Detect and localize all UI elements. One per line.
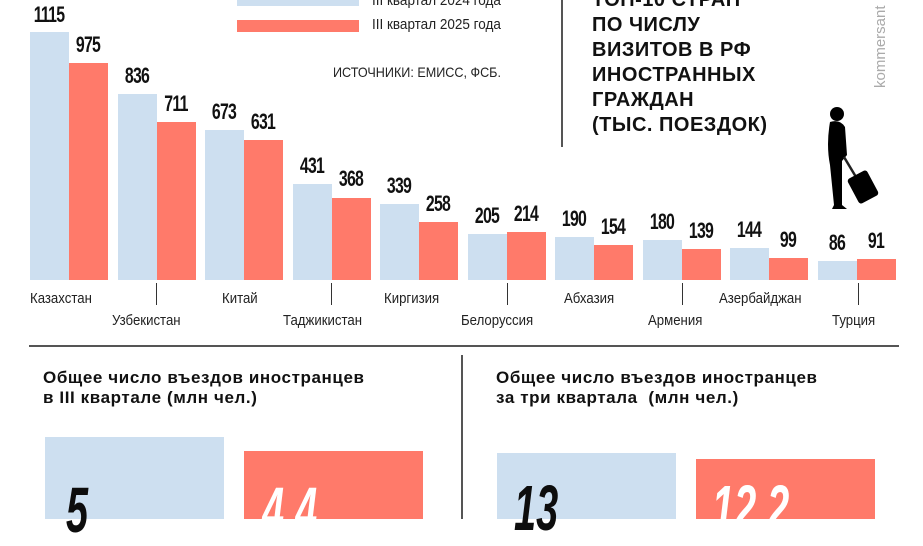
bar-2025-china [244, 140, 283, 280]
bar-2024-kyrgyzstan [380, 204, 419, 280]
bar-2025-belarus [507, 232, 546, 280]
value-2025-azerbaijan: 99 [779, 227, 797, 252]
value-2024-china: 673 [211, 99, 237, 124]
category-label-abkhazia: Абхазия [564, 290, 615, 307]
traveler-with-suitcase-icon [828, 107, 879, 209]
legend-swatch-2024 [237, 0, 359, 6]
value-2025-armenia: 139 [688, 218, 714, 243]
bar-2025-uzbekistan [157, 122, 196, 280]
value-2025-turkey: 91 [867, 228, 885, 253]
panel-9m-value-2024: 13 [514, 472, 559, 544]
value-2024-kyrgyzstan: 339 [386, 173, 412, 198]
bar-2024-china [205, 130, 244, 280]
bar-2025-azerbaijan [769, 258, 808, 280]
legend-swatch-2025 [237, 20, 359, 32]
section-divider [29, 345, 899, 347]
legend-label-2024: III квартал 2024 года [372, 0, 501, 9]
value-2024-abkhazia: 190 [561, 206, 587, 231]
category-tick-armenia [682, 283, 683, 305]
bar-2024-kazakhstan [30, 32, 69, 280]
bar-2024-belarus [468, 234, 507, 280]
bar-2025-turkey [857, 259, 896, 280]
category-label-azerbaijan: Азербайджан [719, 290, 802, 307]
category-label-armenia: Армения [648, 312, 703, 329]
value-2024-armenia: 180 [649, 209, 675, 234]
panel-q3-title: Общее число въездов иностранцев в III кв… [43, 368, 365, 407]
bar-2024-uzbekistan [118, 94, 157, 280]
bar-2025-armenia [682, 249, 721, 280]
bar-2024-armenia [643, 240, 682, 280]
bar-2024-tajikistan [293, 184, 332, 280]
chart-title: ТОП-10 СТРАН ПО ЧИСЛУ ВИЗИТОВ В РФ ИНОСТ… [592, 0, 768, 136]
value-2024-kazakhstan: 1115 [33, 2, 65, 27]
panel-9m-value-2025: 12,2 [712, 472, 790, 544]
bar-2025-abkhazia [594, 245, 633, 280]
bar-2025-kyrgyzstan [419, 222, 458, 280]
value-2024-turkey: 86 [828, 230, 846, 255]
panel-9m-title: Общее число въездов иностранцев за три к… [496, 368, 818, 407]
value-2024-uzbekistan: 836 [124, 63, 150, 88]
value-2025-tajikistan: 368 [338, 166, 364, 191]
bar-2025-tajikistan [332, 198, 371, 280]
value-2025-abkhazia: 154 [600, 214, 626, 239]
bar-2024-turkey [818, 261, 857, 280]
legend-label-2025: III квартал 2025 года [372, 16, 501, 33]
value-2025-kyrgyzstan: 258 [425, 191, 451, 216]
category-tick-turkey [858, 283, 859, 305]
title-divider [561, 0, 563, 147]
value-2024-belarus: 205 [474, 203, 500, 228]
panel-9m-box-2024 [497, 453, 676, 519]
category-tick-belarus [507, 283, 508, 305]
value-2024-tajikistan: 431 [299, 153, 325, 178]
category-label-turkey: Турция [832, 312, 876, 329]
watermark: kommersant [872, 0, 892, 90]
panel-q3-value-2024: 5 [66, 474, 89, 546]
panel-q3-box-2025 [244, 451, 423, 519]
bar-2024-abkhazia [555, 237, 594, 280]
value-2024-azerbaijan: 144 [736, 217, 762, 242]
watermark-text: kommersant [872, 5, 889, 88]
bar-2025-kazakhstan [69, 63, 108, 280]
value-2025-china: 631 [250, 109, 276, 134]
panel-divider [461, 355, 463, 519]
category-label-uzbekistan: Узбекистан [112, 312, 181, 329]
category-label-belarus: Белоруссия [461, 312, 534, 329]
category-label-china: Китай [222, 290, 258, 307]
category-label-kyrgyzstan: Киргизия [384, 290, 440, 307]
category-label-tajikistan: Таджикистан [283, 312, 362, 329]
category-tick-uzbekistan [156, 283, 157, 305]
panel-q3-box-2024 [45, 437, 224, 519]
category-tick-tajikistan [331, 283, 332, 305]
sources-note: ИСТОЧНИКИ: ЕМИСС, ФСБ. [333, 64, 501, 80]
category-label-kazakhstan: Казахстан [30, 290, 92, 307]
panel-9m-box-2025 [696, 459, 875, 519]
bar-2024-azerbaijan [730, 248, 769, 280]
value-2025-belarus: 214 [513, 201, 539, 226]
value-2025-uzbekistan: 711 [164, 91, 188, 116]
value-2025-kazakhstan: 975 [75, 32, 101, 57]
panel-q3-value-2025: 4,4 [262, 474, 318, 546]
